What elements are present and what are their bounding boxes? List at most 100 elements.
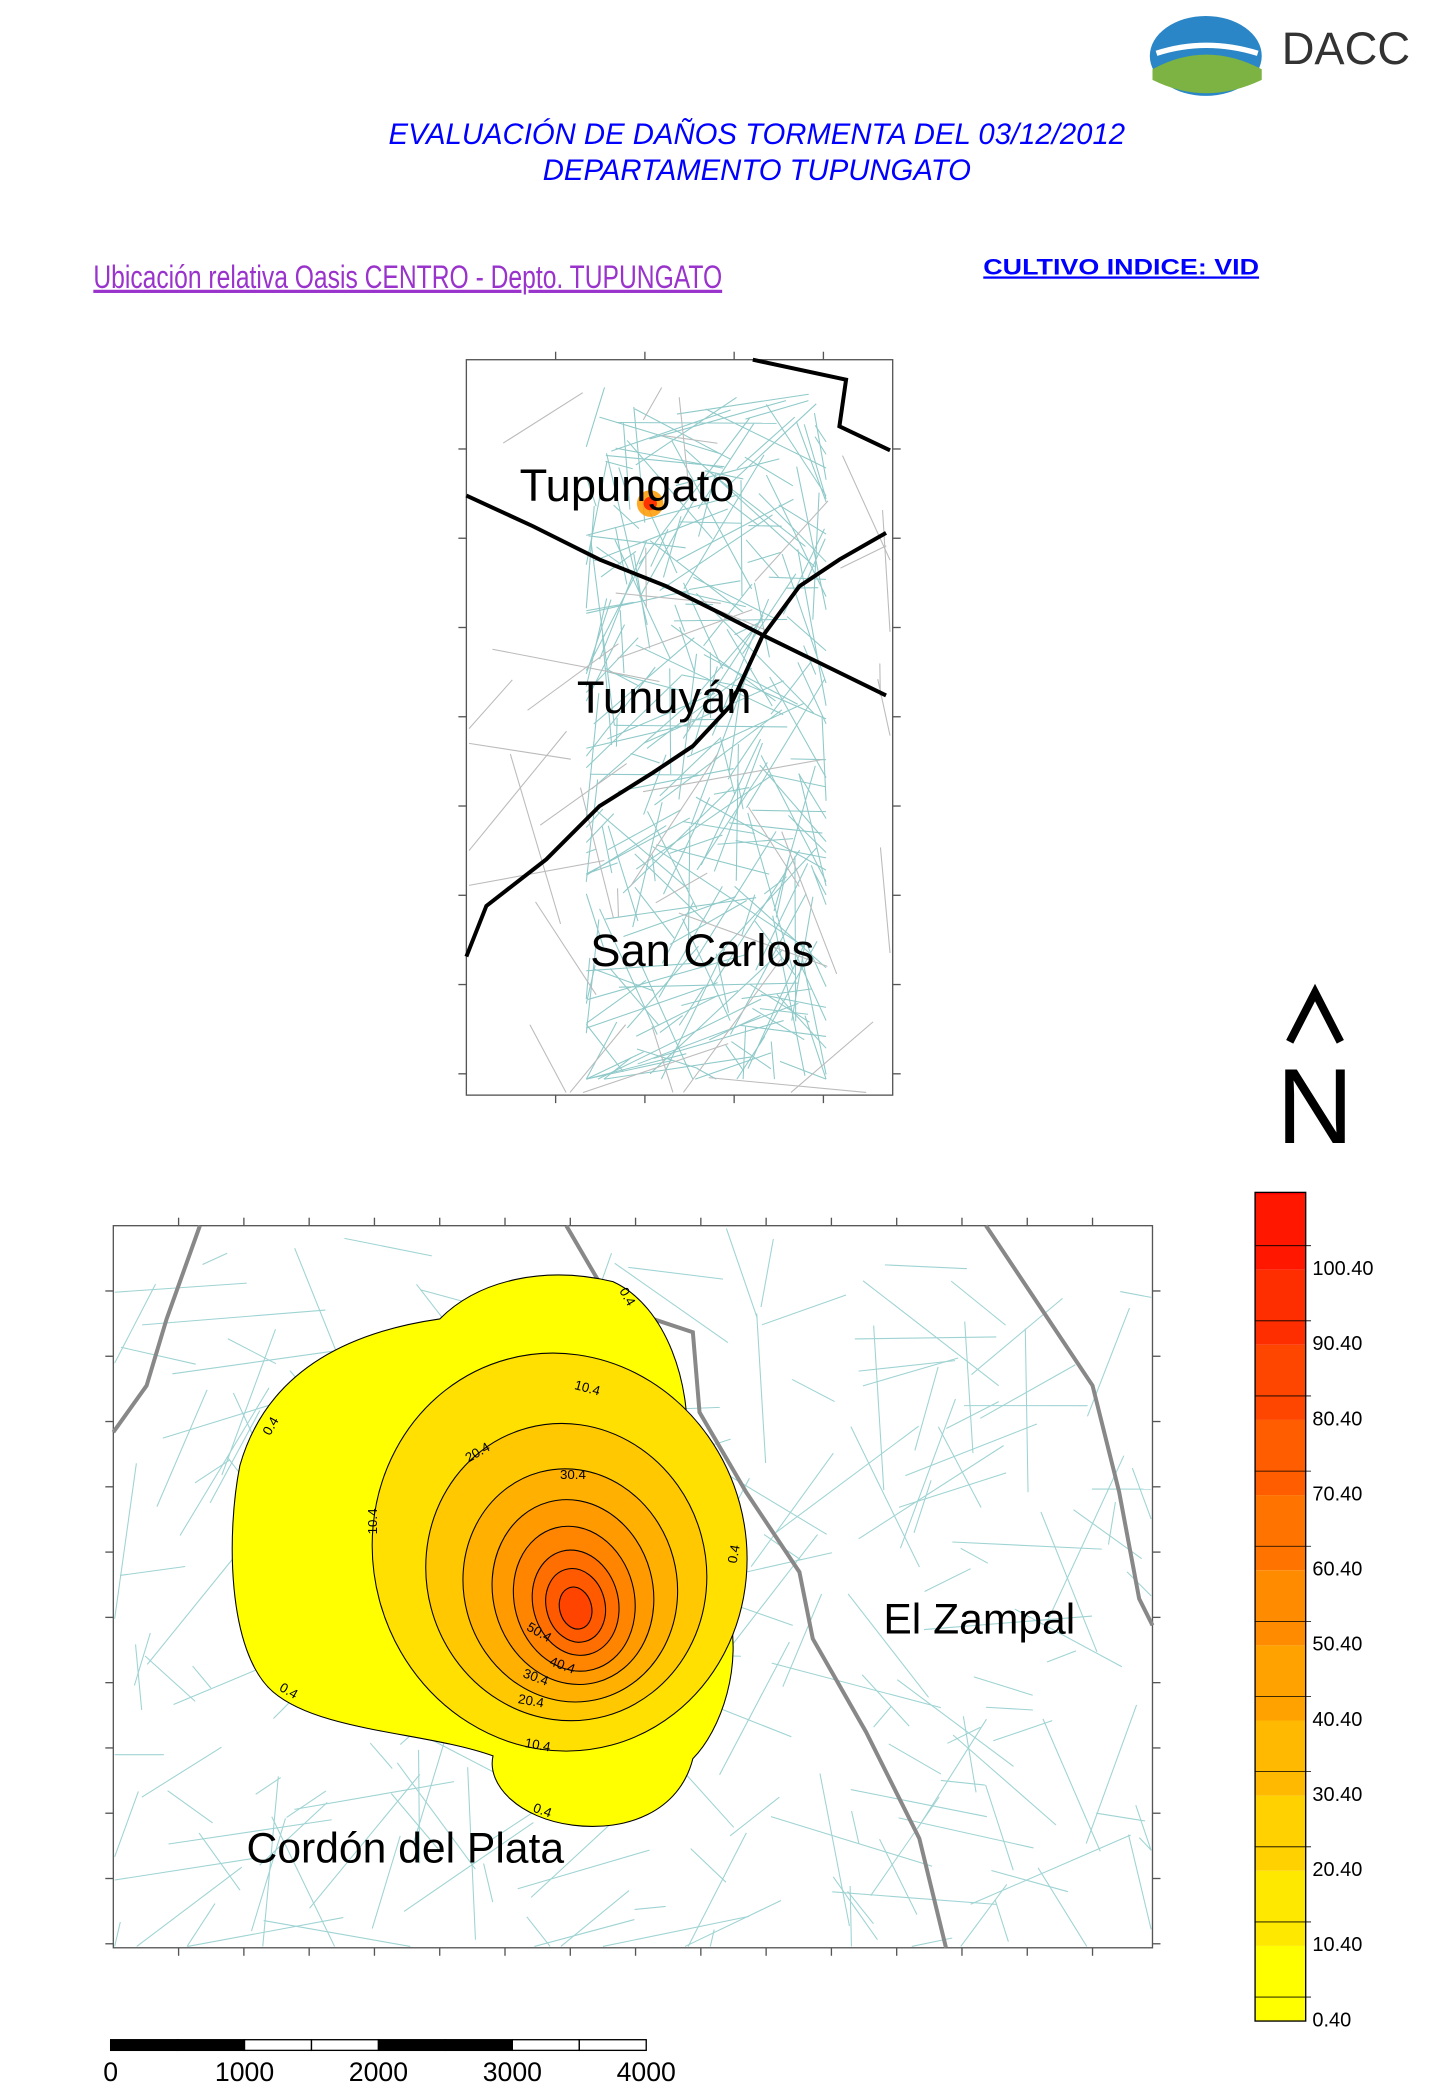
street bbox=[819, 1773, 850, 1927]
street bbox=[614, 539, 671, 660]
street bbox=[369, 1742, 393, 1769]
street bbox=[680, 718, 720, 721]
street bbox=[618, 467, 630, 500]
street bbox=[964, 1321, 974, 1454]
street bbox=[607, 692, 715, 740]
street bbox=[686, 703, 804, 758]
street bbox=[715, 953, 730, 1013]
street bbox=[589, 773, 699, 776]
contour-label: 20.4 bbox=[517, 1691, 546, 1710]
scale-label: 4000 bbox=[617, 2057, 676, 2087]
street bbox=[748, 525, 782, 527]
street bbox=[592, 968, 655, 992]
street bbox=[1037, 1867, 1088, 1947]
street bbox=[502, 392, 584, 444]
street bbox=[605, 897, 757, 920]
street bbox=[914, 1366, 939, 1451]
scale-label: 1000 bbox=[215, 2057, 274, 2087]
street bbox=[960, 1884, 1008, 1947]
scale-label: 3000 bbox=[483, 2057, 542, 2087]
street bbox=[722, 497, 760, 527]
scale-segment bbox=[511, 2039, 580, 2052]
street bbox=[468, 730, 567, 851]
street bbox=[772, 915, 806, 1076]
street bbox=[669, 668, 672, 775]
street bbox=[678, 986, 705, 1026]
street bbox=[599, 908, 658, 1035]
street bbox=[797, 662, 827, 724]
street bbox=[646, 811, 698, 910]
street bbox=[594, 508, 728, 562]
street bbox=[685, 449, 816, 568]
street bbox=[729, 1796, 780, 1837]
street bbox=[653, 1020, 784, 1059]
street bbox=[842, 455, 891, 561]
street bbox=[468, 742, 571, 760]
street bbox=[286, 1790, 327, 1818]
street bbox=[134, 1644, 143, 1711]
street bbox=[198, 1832, 241, 1891]
street bbox=[752, 809, 827, 813]
street bbox=[669, 900, 747, 945]
street bbox=[585, 461, 608, 565]
north-caret bbox=[1286, 983, 1344, 1044]
street bbox=[649, 540, 744, 613]
street bbox=[390, 1793, 442, 1853]
legend-band bbox=[1255, 1795, 1306, 1871]
street bbox=[586, 601, 634, 612]
street bbox=[136, 1866, 243, 1947]
street bbox=[526, 1916, 551, 1947]
street bbox=[605, 460, 633, 470]
street bbox=[924, 1568, 971, 1593]
street bbox=[403, 1822, 534, 1912]
street bbox=[713, 742, 763, 872]
street bbox=[635, 644, 784, 716]
street bbox=[1046, 1455, 1125, 1624]
road bbox=[111, 1225, 202, 1434]
street bbox=[798, 773, 827, 819]
street bbox=[636, 1048, 699, 1070]
place-label: San Carlos bbox=[590, 925, 814, 976]
street bbox=[227, 1338, 277, 1365]
street bbox=[649, 400, 787, 440]
street bbox=[1042, 1718, 1101, 1852]
street bbox=[221, 1328, 276, 1476]
street bbox=[735, 839, 827, 859]
street bbox=[991, 1870, 1069, 1893]
boundary bbox=[752, 357, 891, 453]
legend-band bbox=[1255, 1870, 1306, 1946]
street bbox=[675, 458, 780, 487]
contour-label: 10.4 bbox=[365, 1508, 380, 1535]
street bbox=[796, 421, 827, 502]
legend-label: 10.40 bbox=[1312, 1934, 1362, 1956]
street bbox=[728, 684, 742, 773]
street bbox=[585, 505, 595, 609]
street bbox=[529, 1024, 567, 1093]
boundary bbox=[464, 531, 888, 958]
street bbox=[630, 752, 719, 887]
street bbox=[294, 1781, 455, 1810]
street bbox=[586, 590, 690, 614]
street bbox=[736, 1036, 766, 1080]
street bbox=[712, 849, 801, 986]
street bbox=[913, 1480, 932, 1533]
contour-label: 10.4 bbox=[524, 1735, 553, 1754]
street bbox=[179, 1387, 270, 1536]
street bbox=[725, 1534, 818, 1653]
street bbox=[709, 1929, 715, 1947]
street bbox=[605, 453, 648, 626]
street bbox=[141, 1746, 222, 1798]
street bbox=[708, 847, 817, 966]
legend-label: 60.40 bbox=[1312, 1559, 1362, 1581]
street bbox=[585, 779, 599, 882]
street bbox=[676, 498, 794, 562]
street bbox=[586, 848, 597, 854]
street bbox=[114, 1921, 121, 1947]
street bbox=[760, 1238, 774, 1308]
legend-label: 70.40 bbox=[1312, 1483, 1362, 1505]
street bbox=[649, 949, 784, 1075]
street bbox=[937, 1426, 982, 1508]
street bbox=[950, 1280, 1006, 1326]
street bbox=[587, 954, 746, 1000]
